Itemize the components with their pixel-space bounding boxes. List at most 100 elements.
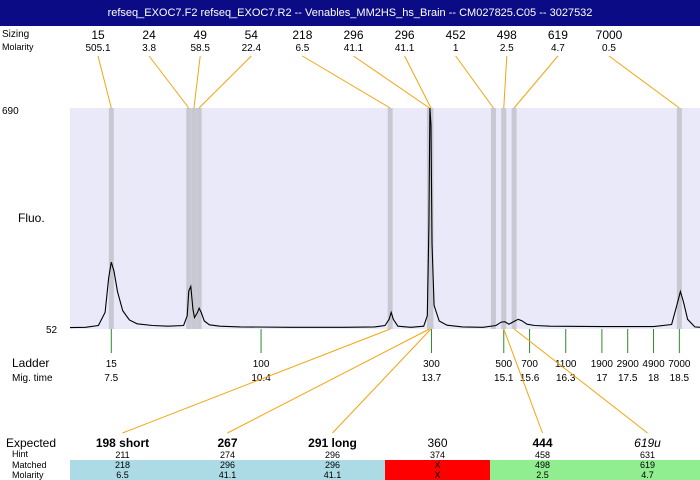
peak-molarity-label: 58.5 xyxy=(190,43,210,54)
peak-molarity-label: 2.5 xyxy=(500,43,514,54)
ladder-size-label: 100 xyxy=(253,359,270,370)
peak-size-label: 218 xyxy=(292,28,312,42)
peak-size-label: 24 xyxy=(142,28,156,42)
peak-size-label: 296 xyxy=(395,28,415,42)
peak-molarity-label: 1 xyxy=(453,43,459,54)
peak-size-label: 296 xyxy=(343,28,363,42)
peak-band xyxy=(501,108,507,329)
sizing-label: Sizing xyxy=(2,29,29,40)
peak-band xyxy=(387,108,393,329)
peak-molarity-label: 41.1 xyxy=(344,43,364,54)
hint-value: 274 xyxy=(220,450,235,460)
ladder-size-label: 300 xyxy=(423,359,440,370)
peak-molarity-label: 22.4 xyxy=(242,43,262,54)
ladder-time-label: 16.3 xyxy=(556,373,576,384)
peak-callout-line xyxy=(97,55,112,109)
peak-band xyxy=(191,108,197,329)
peak-size-label: 54 xyxy=(245,28,259,42)
ladder-label: Ladder xyxy=(12,356,49,370)
molarity-value: 4.7 xyxy=(641,470,654,480)
peak-size-label: 15 xyxy=(91,28,105,42)
matched-value: 218 xyxy=(115,460,130,470)
peak-molarity-label: 4.7 xyxy=(551,43,565,54)
peak-callout-line xyxy=(198,55,252,109)
peak-callout-line xyxy=(148,55,190,109)
result-row-fill xyxy=(175,460,280,480)
fluorescence-trace xyxy=(69,107,700,329)
matched-value: 498 xyxy=(535,460,550,470)
expected-value: 198 short xyxy=(96,436,149,450)
y-min-label: 52 xyxy=(46,325,58,336)
peak-molarity-label: 41.1 xyxy=(395,43,415,54)
mig-time-label: Mig. time xyxy=(12,373,53,384)
ladder-size-label: 700 xyxy=(521,359,538,370)
peak-band xyxy=(511,108,517,329)
hint-value: 296 xyxy=(325,450,340,460)
peak-callout-line xyxy=(193,55,201,109)
peak-callout-line xyxy=(608,55,680,109)
peak-molarity-label: 6.5 xyxy=(295,43,309,54)
matched-value: 619 xyxy=(640,460,655,470)
peak-callout-line xyxy=(513,55,559,109)
ladder-size-label: 4900 xyxy=(642,359,665,370)
hint-value: 211 xyxy=(115,450,129,460)
molarity-value: 6.5 xyxy=(116,470,129,480)
ladder-size-label: 1900 xyxy=(591,359,614,370)
peak-band xyxy=(196,108,202,329)
ladder-size-label: 1100 xyxy=(555,359,577,370)
molarity-value: 2.5 xyxy=(536,470,549,480)
peak-callout-line xyxy=(404,55,432,109)
peak-size-label: 619 xyxy=(548,28,568,42)
hint-value: 631 xyxy=(640,450,655,460)
ladder-time-label: 18 xyxy=(648,373,660,384)
peak-callout-line xyxy=(302,55,391,109)
peak-band xyxy=(186,108,192,329)
ladder-time-label: 13.7 xyxy=(422,373,442,384)
y-axis-label: Fluo. xyxy=(18,211,45,225)
peak-size-label: 7000 xyxy=(596,28,623,42)
ladder-time-label: 17 xyxy=(596,373,608,384)
ladder-time-label: 15.6 xyxy=(520,373,540,384)
matched-label: Matched xyxy=(12,460,47,470)
ladder-time-label: 7.5 xyxy=(104,373,118,384)
peak-band xyxy=(428,108,434,329)
plot-area xyxy=(70,108,700,329)
peak-molarity-label: 505.1 xyxy=(85,43,110,54)
peak-size-label: 49 xyxy=(194,28,208,42)
window-title: refseq_EXOC7.F2 refseq_EXOC7.R2 -- Venab… xyxy=(0,0,700,26)
peak-band xyxy=(676,108,682,329)
hint-value: 458 xyxy=(535,450,550,460)
ladder-size-label: 15 xyxy=(106,359,118,370)
peak-molarity-label: 0.5 xyxy=(602,43,616,54)
result-callout-line xyxy=(227,328,430,434)
result-callout-line xyxy=(503,328,543,434)
y-max-label: 690 xyxy=(2,106,19,117)
result-callout-line xyxy=(332,328,432,434)
result-callout-line xyxy=(122,328,391,434)
matched-value: 296 xyxy=(220,460,235,470)
peak-size-label: 452 xyxy=(446,28,466,42)
molarity-row-label: Molarity xyxy=(12,470,44,480)
peak-band xyxy=(490,108,496,329)
expected-value: 291 long xyxy=(308,436,357,450)
peak-molarity-label: 3.8 xyxy=(142,43,156,54)
matched-value: X xyxy=(434,460,440,470)
result-row-fill xyxy=(385,460,490,480)
matched-value: 296 xyxy=(325,460,340,470)
expected-value: 619u xyxy=(634,436,661,450)
ladder-size-label: 2900 xyxy=(617,359,640,370)
result-row-fill xyxy=(490,460,595,480)
result-callout-line xyxy=(513,328,648,434)
result-row-fill xyxy=(595,460,700,480)
expected-value: 360 xyxy=(427,436,447,450)
ladder-time-label: 10.4 xyxy=(251,373,271,384)
peak-callout-line xyxy=(503,55,508,109)
molarity-label: Molarity xyxy=(2,42,34,52)
expected-value: 444 xyxy=(532,436,552,450)
ladder-time-label: 17.5 xyxy=(618,373,638,384)
peak-callout-line xyxy=(353,55,430,109)
result-row-fill xyxy=(70,460,175,480)
ladder-size-label: 7000 xyxy=(668,359,691,370)
ladder-time-label: 15.1 xyxy=(494,373,514,384)
